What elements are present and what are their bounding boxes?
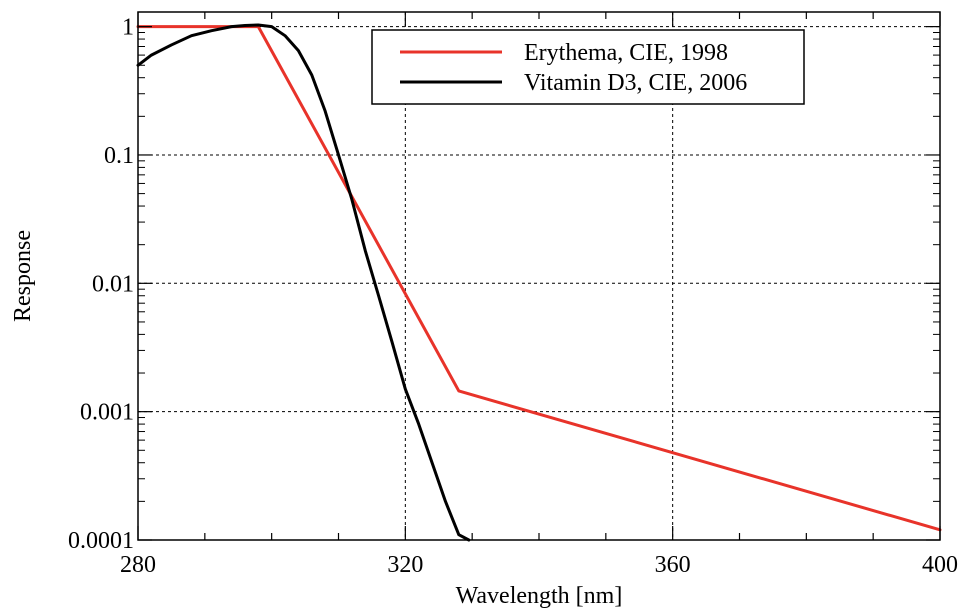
legend: Erythema, CIE, 1998 Vitamin D3, CIE, 200… [371,29,805,105]
series-line-1 [136,23,471,542]
y-tick-label-0.001: 0.001 [80,400,134,426]
legend-label-vitamin-d3: Vitamin D3, CIE, 2006 [524,70,747,96]
y-tick-label-0.01: 0.01 [92,271,134,297]
x-tick-label-400: 400 [922,552,958,578]
series-layer [136,23,942,542]
legend-box [371,29,805,105]
y-axis-label: Response [10,230,36,322]
ticks-layer: 280 320 360 400 0.0001 0.001 0.01 0.1 1 [68,12,958,578]
series-line-0 [136,25,942,532]
x-axis-label: Wavelength [nm] [456,583,623,609]
x-tick-label-360: 360 [655,552,691,578]
x-tick-label-280: 280 [120,552,156,578]
labels-layer: Wavelength [nm] Response [10,230,622,609]
y-tick-label-0.0001: 0.0001 [68,528,134,554]
legend-label-erythema: Erythema, CIE, 1998 [524,40,728,66]
x-tick-label-320: 320 [387,552,423,578]
y-tick-label-0.1: 0.1 [104,143,134,169]
y-tick-label-1: 1 [122,15,134,41]
